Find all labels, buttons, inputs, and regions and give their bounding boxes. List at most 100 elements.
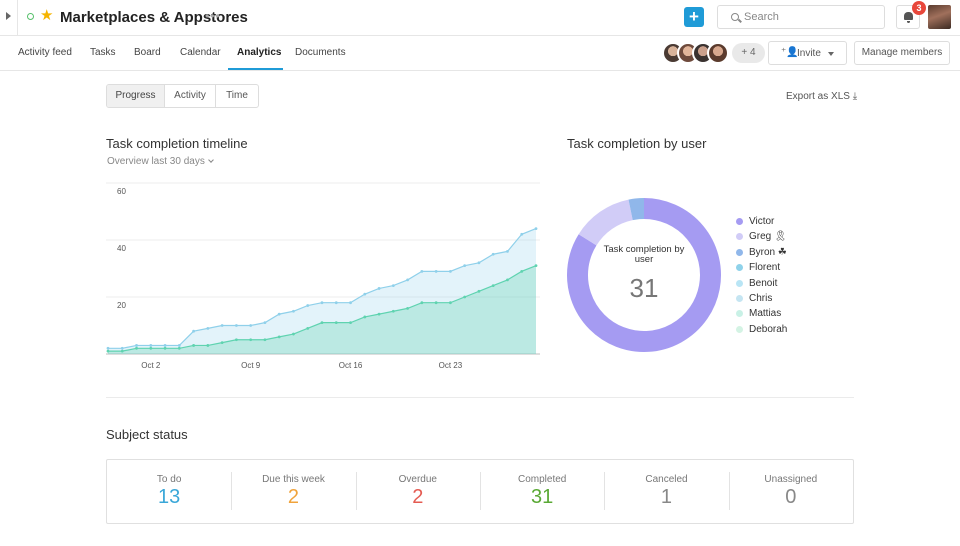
status-value: 1 (660, 486, 673, 508)
x-tick-label: Oct 9 (241, 361, 261, 370)
data-point (235, 338, 238, 342)
analytics-view-switch: Progress Activity Time (106, 84, 259, 108)
subject-status-title: Subject status (106, 427, 188, 442)
status-cell[interactable]: To do 13 (107, 460, 231, 523)
user-avatar[interactable] (928, 5, 951, 29)
data-point (391, 309, 395, 313)
expand-sidebar-icon[interactable] (6, 12, 11, 20)
x-tick-label: Oct 16 (339, 361, 363, 370)
legend-swatch (736, 218, 743, 225)
status-divider (231, 472, 233, 510)
legend-swatch (736, 248, 743, 256)
legend-label: Victor (749, 216, 775, 227)
legend-swatch (736, 264, 743, 272)
data-point (120, 349, 124, 353)
bell-icon (904, 12, 913, 23)
subject-status-card: To do 13 Due this week 2 Overdue 2 Completed 31… (106, 459, 854, 524)
chevron-down-icon (207, 157, 214, 163)
notifications-button[interactable] (896, 5, 920, 29)
data-point (520, 232, 524, 236)
data-point (177, 344, 181, 347)
add-button[interactable]: + (684, 7, 704, 27)
data-point (120, 346, 124, 350)
status-label: Due this week (262, 474, 325, 485)
data-point (391, 284, 395, 287)
data-point (292, 309, 295, 313)
project-title: Marketplaces & Appstores (60, 9, 248, 26)
data-point (377, 312, 381, 316)
donut-slice[interactable] (567, 198, 721, 352)
legend-label: Greg 🎗 (749, 231, 787, 243)
more-members-badge[interactable]: + 4 (732, 43, 765, 63)
y-tick-label: 40 (117, 244, 126, 253)
segment-progress[interactable]: Progress (107, 85, 165, 107)
status-value: 2 (412, 486, 424, 508)
project-nav: Activity feed Tasks Board Calendar Analy… (0, 36, 960, 71)
section-divider (106, 397, 854, 398)
user-donut-chart (567, 198, 721, 352)
status-divider (480, 472, 481, 510)
y-tick-label: 60 (117, 187, 126, 196)
data-point (449, 269, 452, 273)
star-icon[interactable]: ★ (40, 7, 54, 24)
data-point (334, 301, 338, 305)
data-point (206, 344, 210, 347)
data-point (192, 344, 195, 347)
export-xls-link[interactable]: Export as XLS ⤓ (786, 91, 858, 102)
status-value: 2 (287, 486, 300, 508)
add-user-icon: ⁺👤 (781, 47, 799, 58)
data-point (534, 227, 538, 230)
data-point (320, 301, 324, 305)
status-label: Completed (517, 474, 567, 485)
status-cell[interactable]: Canceled 1 (604, 460, 728, 523)
tab-calendar[interactable]: Calendar (180, 47, 221, 58)
by-user-title: Task completion by user (567, 136, 707, 151)
legend-label: Deborah (749, 323, 788, 335)
search-box[interactable] (717, 5, 885, 29)
data-point (506, 278, 509, 282)
legend-label: Florent (749, 262, 781, 274)
data-point (220, 341, 224, 344)
data-point (306, 304, 310, 307)
data-point (491, 284, 495, 287)
more-options-icon[interactable]: ••• (205, 9, 221, 23)
tab-tasks[interactable]: Tasks (90, 47, 116, 58)
status-cell[interactable]: Due this week 2 (231, 460, 355, 523)
status-cell[interactable]: Overdue 2 (356, 460, 480, 523)
data-point (135, 346, 138, 350)
data-point (377, 287, 381, 290)
tab-analytics[interactable]: Analytics (237, 47, 282, 58)
data-point (463, 295, 467, 299)
tab-board[interactable]: Board (134, 47, 161, 58)
segment-activity[interactable]: Activity (165, 85, 216, 107)
manage-members-button[interactable]: Manage members (854, 41, 950, 65)
status-cell[interactable]: Completed 31 (480, 460, 604, 523)
tab-activity-feed[interactable]: Activity feed (18, 47, 72, 58)
legend-swatch (736, 325, 743, 333)
data-point (206, 326, 210, 330)
data-point (277, 335, 281, 339)
donut-slice[interactable] (628, 198, 645, 221)
donut-slice[interactable] (578, 199, 634, 246)
data-point (363, 292, 367, 296)
member-avatar[interactable] (707, 42, 729, 64)
legend-label: Mattias (749, 308, 782, 320)
search-input[interactable] (744, 9, 874, 25)
timeline-range-dropdown[interactable]: Overview last 30 days (107, 156, 214, 167)
status-label: Unassigned (764, 474, 818, 485)
donut-center-value: 31 (629, 273, 659, 303)
data-point (149, 346, 153, 350)
data-point (320, 321, 324, 325)
invite-button[interactable]: ⁺👤 Invite (768, 41, 847, 65)
data-point (249, 338, 253, 342)
tab-documents[interactable]: Documents (295, 47, 346, 58)
data-point (449, 301, 452, 305)
divider (17, 0, 18, 36)
status-cell[interactable]: Unassigned 0 (729, 460, 853, 523)
x-tick-label: Oct 23 (439, 361, 463, 370)
segment-time[interactable]: Time (226, 90, 248, 101)
data-point (177, 346, 181, 350)
data-point (477, 261, 481, 265)
series-area (108, 265, 536, 354)
data-point (292, 332, 295, 336)
